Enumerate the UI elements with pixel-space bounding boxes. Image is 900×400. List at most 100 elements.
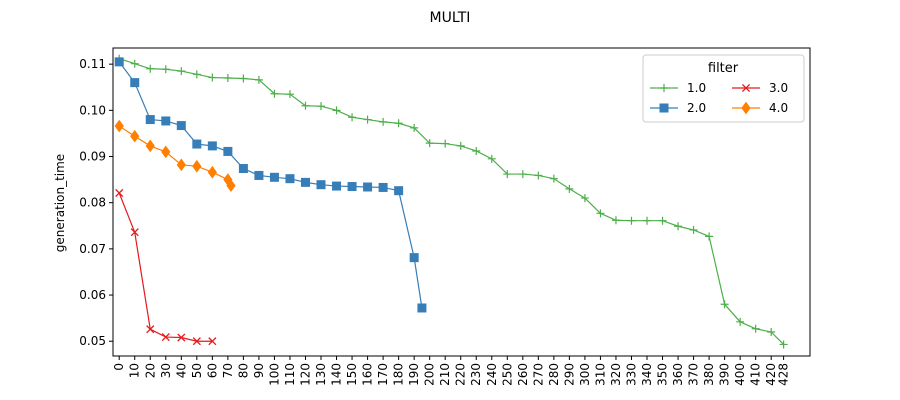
data-point <box>161 116 171 126</box>
data-point <box>487 154 496 163</box>
data-point <box>518 170 527 179</box>
x-tick-label: 140 <box>330 363 344 386</box>
x-tick-label: 200 <box>423 363 437 386</box>
data-point <box>192 70 201 79</box>
data-point <box>115 188 124 198</box>
x-tick-label: 360 <box>671 363 685 386</box>
x-tick-label: 280 <box>547 363 561 386</box>
x-tick-label: 300 <box>578 363 592 386</box>
x-tick-label: 380 <box>702 363 716 386</box>
data-point <box>130 228 139 237</box>
series-line <box>118 192 213 342</box>
data-point <box>226 179 236 192</box>
series-line <box>118 61 423 309</box>
data-point <box>363 115 372 124</box>
x-tick-label: 110 <box>283 363 297 386</box>
series-layer <box>114 54 788 349</box>
series-3.0 <box>115 188 217 346</box>
x-tick-label: 400 <box>733 363 747 386</box>
series-4.0 <box>114 119 236 192</box>
data-point <box>114 119 124 133</box>
x-tick-label: 100 <box>267 363 281 386</box>
legend-label: 2.0 <box>687 101 706 115</box>
data-point <box>534 171 543 180</box>
x-tick-label: 310 <box>593 363 607 386</box>
x-tick-label: 230 <box>469 363 483 386</box>
data-point <box>425 139 434 148</box>
data-point <box>316 180 326 190</box>
data-point <box>643 216 652 225</box>
x-tick-label: 180 <box>392 363 406 386</box>
data-point <box>779 340 788 349</box>
data-point <box>394 119 403 128</box>
legend-item: 4.0 <box>732 101 788 115</box>
data-point <box>130 59 139 68</box>
x-tick-label: 70 <box>221 363 235 378</box>
data-point <box>751 324 760 333</box>
data-point <box>332 106 341 115</box>
y-tick-label: 0.08 <box>79 196 106 210</box>
data-point <box>317 102 326 111</box>
data-point <box>192 337 201 346</box>
x-tick-label: 240 <box>485 363 499 386</box>
x-tick-label: 30 <box>159 363 173 378</box>
data-point <box>736 317 745 326</box>
data-point <box>394 186 404 196</box>
legend-marker <box>659 103 669 113</box>
data-point <box>472 146 481 155</box>
data-point <box>207 165 217 179</box>
data-point <box>705 232 714 241</box>
x-tick-label: 420 <box>764 363 778 386</box>
y-axis: 0.05 0.06 0.07 0.08 0.09 0.10 0.11 <box>79 57 113 348</box>
legend-marker <box>741 101 751 115</box>
plot-area: 0.05 0.06 0.07 0.08 0.09 0.10 0.11 0 10 20 30 40 50… <box>79 47 811 386</box>
data-point <box>767 327 776 336</box>
x-tick-label: 40 <box>174 363 188 378</box>
x-tick-label: 428 <box>777 363 791 386</box>
data-point <box>130 78 140 88</box>
x-tick-label: 390 <box>718 363 732 386</box>
x-tick-label: 160 <box>361 363 375 386</box>
data-point <box>192 139 202 149</box>
data-point <box>146 325 155 334</box>
data-point <box>417 303 427 313</box>
data-point <box>301 101 310 110</box>
legend-item: 3.0 <box>732 81 788 95</box>
data-point <box>208 337 217 346</box>
x-tick-label: 350 <box>656 363 670 386</box>
x-tick-label: 10 <box>128 363 142 378</box>
data-point <box>161 333 170 342</box>
x-axis: 0 10 20 30 40 50 60 70 80 90 100 110 120 130 140 150 160… <box>112 356 791 386</box>
data-point <box>161 145 171 159</box>
x-tick-label: 270 <box>531 363 545 386</box>
data-point <box>503 170 512 179</box>
data-point <box>363 182 373 192</box>
x-tick-label: 130 <box>314 363 328 386</box>
data-point <box>146 64 155 73</box>
data-point <box>611 216 620 225</box>
data-point <box>239 74 248 83</box>
data-point <box>177 67 186 76</box>
x-tick-label: 210 <box>438 363 452 386</box>
data-point <box>238 164 248 174</box>
x-tick-label: 190 <box>407 363 421 386</box>
x-tick-label: 90 <box>252 363 266 378</box>
plot-frame <box>112 47 811 357</box>
data-point <box>145 139 155 153</box>
data-point <box>409 253 419 263</box>
chart-title: MULTI <box>430 10 471 26</box>
data-point <box>223 146 233 156</box>
data-point <box>130 129 140 143</box>
data-point <box>254 170 264 180</box>
data-point <box>674 222 683 231</box>
x-tick-label: 0 <box>112 363 126 371</box>
data-point <box>270 89 279 98</box>
data-point <box>689 225 698 234</box>
data-point <box>627 216 636 225</box>
data-point <box>177 333 186 342</box>
data-point <box>378 182 388 192</box>
legend-marker <box>660 84 668 92</box>
y-tick-label: 0.11 <box>79 57 106 71</box>
data-point <box>565 184 574 193</box>
